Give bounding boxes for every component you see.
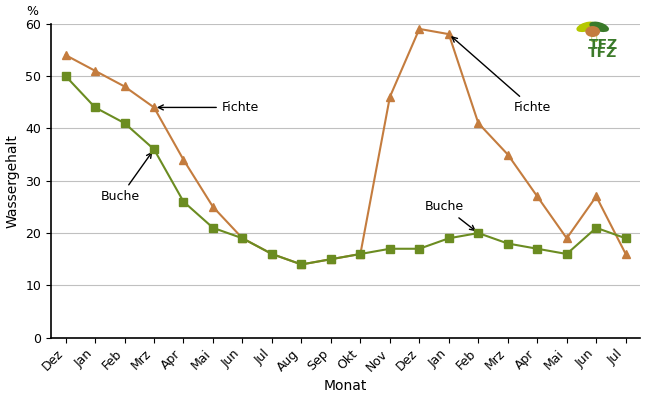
Text: Buche: Buche	[425, 200, 475, 230]
Text: Buche: Buche	[101, 153, 152, 203]
Text: Fichte: Fichte	[158, 101, 259, 114]
Text: TFZ: TFZ	[589, 38, 618, 52]
Ellipse shape	[576, 22, 596, 32]
Text: %: %	[26, 6, 37, 18]
Ellipse shape	[585, 26, 600, 37]
Text: TFZ: TFZ	[587, 45, 617, 60]
Ellipse shape	[589, 22, 609, 32]
Y-axis label: Wassergehalt: Wassergehalt	[6, 134, 19, 228]
Text: 🌿: 🌿	[590, 32, 597, 41]
Text: Fichte: Fichte	[452, 37, 551, 114]
X-axis label: Monat: Monat	[324, 379, 368, 393]
